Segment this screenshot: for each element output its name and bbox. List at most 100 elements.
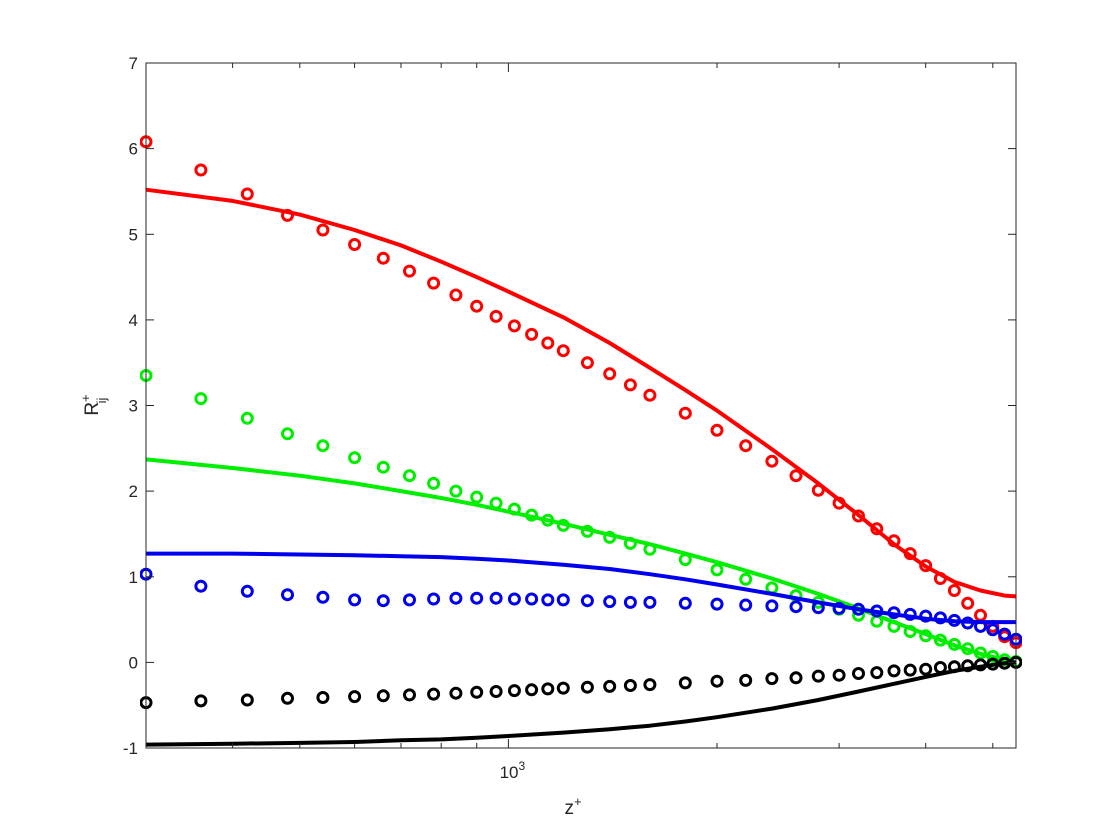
series-2-marker (710, 563, 724, 577)
series-1-marker (739, 439, 753, 453)
plot-area (146, 63, 1016, 748)
series-1-marker (281, 208, 294, 222)
series-2-marker (603, 530, 617, 544)
series-4-marker (281, 691, 294, 705)
series-2-marker (986, 649, 1000, 663)
series-3-marker (240, 584, 254, 598)
series-4-marker (316, 691, 330, 704)
series-2-marker (427, 476, 441, 490)
series-2-marker (580, 524, 594, 538)
series-3-marker (998, 627, 1012, 641)
series-2-marker (525, 508, 539, 522)
series-layer (140, 135, 1022, 747)
series-3-marker (811, 601, 825, 615)
series-1-marker (765, 454, 779, 468)
series-2-line (145, 457, 1017, 665)
ticks-layer: -1 0 1 2 3 4 5 6 7 103 (123, 54, 1016, 782)
series-4-marker (403, 688, 416, 702)
series-2-marker (194, 392, 208, 406)
series-1-marker (489, 309, 503, 323)
series-2-marker (541, 513, 555, 527)
series-2-marker (348, 451, 362, 465)
series-4-marker (832, 668, 846, 682)
series-1-marker (541, 336, 555, 350)
series-1-marker (870, 522, 884, 536)
x-axis-title: z+ (564, 794, 581, 819)
series-4-marker (765, 672, 779, 686)
series-1-marker (887, 534, 901, 548)
series-4-marker (933, 661, 947, 674)
series-4-marker (643, 678, 657, 692)
series-2-marker (403, 469, 416, 483)
series-3-marker (281, 588, 294, 602)
series-3-line (146, 551, 1016, 625)
series-3-marker (489, 591, 503, 605)
series-1-marker (947, 584, 961, 597)
y-tick-label: 0 (129, 653, 138, 672)
series-3-marker (643, 595, 657, 609)
series-3-marker (623, 595, 637, 609)
series-2-marker (556, 518, 570, 532)
series-1-marker (194, 163, 208, 177)
series-3-marker (316, 590, 330, 604)
series-4-marker (427, 687, 441, 701)
series-2-marker (933, 633, 947, 647)
series-2-marker (887, 619, 901, 633)
series-4-marker (974, 658, 987, 672)
y-tick-label: 6 (129, 140, 138, 159)
series-1-marker (240, 187, 254, 201)
series-2-marker (489, 496, 503, 510)
series-4-marker (811, 669, 825, 683)
series-2-marker (623, 536, 637, 550)
series-4-marker (507, 684, 521, 698)
series-1-marker (427, 276, 441, 290)
series-2-marker (961, 642, 975, 656)
series-3-marker (919, 609, 933, 623)
series-3-marker (947, 613, 961, 627)
series-3-marker (556, 593, 570, 607)
y-tick-label: -1 (123, 739, 138, 758)
series-1-marker (556, 344, 570, 358)
series-1-marker (852, 509, 865, 523)
series-4-marker (986, 657, 1000, 671)
series-4-marker (678, 676, 692, 690)
series-3-marker (376, 594, 390, 608)
y-axis-title: R+ij (78, 394, 109, 415)
series-1-marker (376, 251, 390, 265)
series-2-marker (903, 625, 917, 638)
y-tick-label: 1 (129, 568, 138, 587)
series-4-marker (449, 686, 463, 700)
series-2-marker (470, 490, 484, 504)
series-4-marker (489, 685, 503, 698)
series-1-marker (811, 483, 825, 497)
series-4-marker (348, 690, 362, 704)
series-1-marker (316, 223, 330, 237)
series-1-marker (643, 388, 657, 402)
series-1-marker (832, 496, 846, 510)
series-1-marker (403, 264, 416, 278)
series-3-marker (852, 602, 865, 616)
series-3-marker (470, 591, 484, 605)
series-3-marker (194, 579, 208, 593)
series-3-marker (710, 597, 724, 611)
series-3-marker (507, 592, 521, 606)
series-4-marker (541, 682, 555, 696)
series-2-marker (240, 411, 254, 425)
series-2-marker (643, 542, 657, 556)
series-4-marker (903, 663, 917, 677)
series-1-marker (710, 423, 724, 437)
series-3-marker (580, 594, 594, 608)
series-2-marker (281, 427, 294, 441)
series-3-marker (903, 607, 917, 621)
series-4-marker (580, 680, 594, 694)
series-3-marker (961, 616, 975, 630)
series-4-marker (947, 660, 961, 674)
series-1-marker (580, 356, 594, 370)
series-3-marker (525, 592, 539, 606)
series-4-marker (470, 685, 484, 699)
series-4-marker (240, 693, 254, 707)
series-3-marker (974, 619, 987, 633)
series-3-marker (427, 592, 441, 606)
series-3-marker (789, 600, 803, 614)
